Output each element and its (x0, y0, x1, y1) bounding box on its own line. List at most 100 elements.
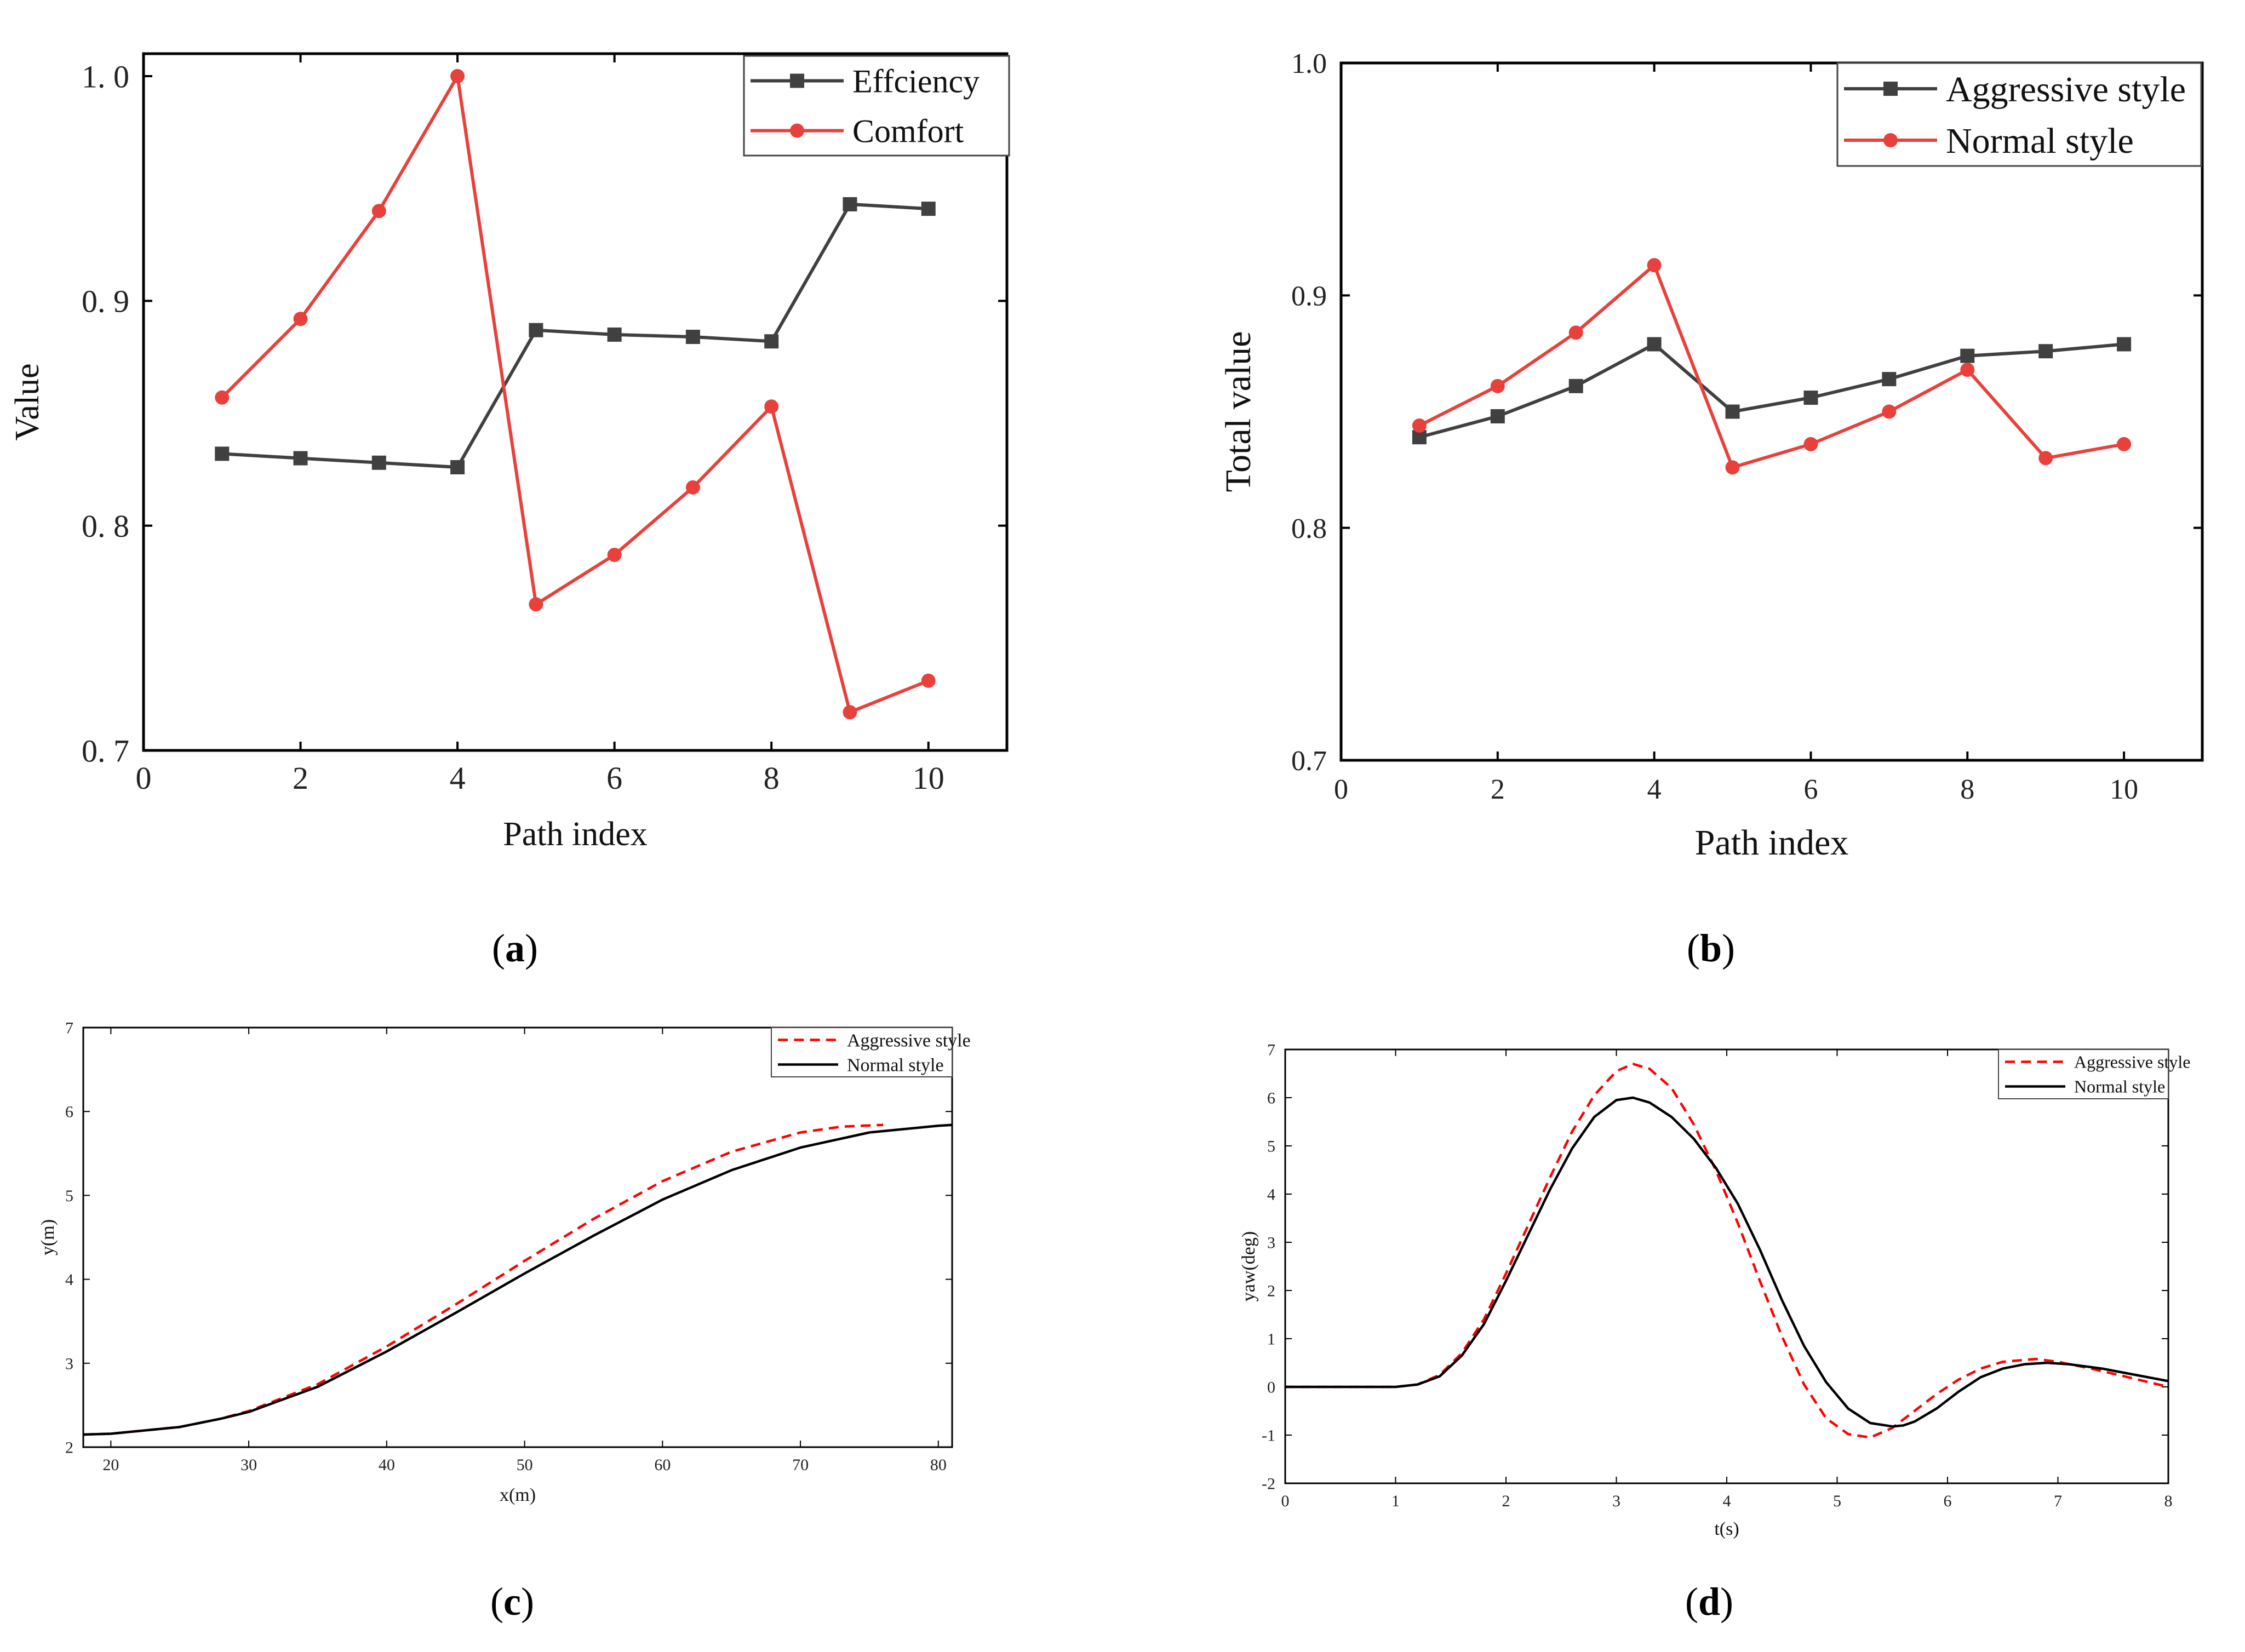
plot-frame (82, 1026, 953, 1448)
data-point-circle (921, 673, 936, 688)
y-tick-label: 0 (1267, 1379, 1275, 1397)
plot-frame (1339, 61, 2204, 762)
legend-label: Normal style (2074, 1077, 2165, 1097)
x-tick-label: 4 (450, 760, 466, 796)
legend-label: Aggressive style (847, 1030, 971, 1051)
data-point-circle (2038, 451, 2053, 466)
x-axis-label: Path index (503, 816, 647, 853)
x-tick-label: 8 (2164, 1492, 2173, 1510)
legend-box (743, 55, 1010, 157)
x-tick-label: 7 (2054, 1492, 2062, 1510)
data-point-circle (1412, 418, 1427, 433)
legend-box (771, 1027, 953, 1077)
plot-frame (142, 52, 1009, 752)
x-tick-label: 80 (930, 1456, 947, 1474)
x-tick-label: 1 (1391, 1492, 1400, 1510)
x-tick-label: 0 (1281, 1492, 1290, 1510)
x-tick-label: 2 (1502, 1492, 1510, 1510)
y-tick-label: 1 (1267, 1330, 1275, 1349)
data-point-square (607, 327, 622, 342)
x-tick-label: 60 (654, 1456, 671, 1474)
x-tick-label: 0 (136, 760, 152, 796)
data-point-square (1960, 348, 1975, 363)
y-tick-label: 5 (1267, 1138, 1275, 1156)
data-point-square (1647, 337, 1662, 352)
y-axis-label: Total value (1218, 331, 1258, 492)
y-tick-label: 0.9 (1291, 281, 1327, 312)
series-line-comfort (221, 74, 929, 714)
data-point-circle (2117, 437, 2132, 451)
series-line-aggressive-style (1285, 1063, 2169, 1439)
panel-c-chart: 20 30 40 50 60 70 80 2 3 4 5 6 7 x(m) y(m) Aggressive s… (38, 1019, 971, 1506)
data-point-circle (1882, 404, 1897, 419)
y-axis-label: y(m) (38, 1219, 58, 1255)
data-point-circle (607, 548, 622, 563)
legend-label: Aggressive style (2074, 1052, 2190, 1072)
y-tick-label: 0. 8 (82, 508, 129, 544)
x-axis-label: t(s) (1714, 1519, 1739, 1539)
y-tick-label: 2 (1267, 1282, 1275, 1300)
legend-box (1998, 1049, 2169, 1099)
y-tick-label: 1.0 (1291, 48, 1327, 79)
data-point-circle (293, 312, 308, 326)
legend-marker-circle (1883, 133, 1898, 147)
y-tick-label: 6 (65, 1103, 73, 1121)
x-tick-label: 0 (1334, 774, 1348, 805)
y-tick-label: 7 (1267, 1041, 1275, 1059)
y-tick-label: 2 (65, 1439, 73, 1457)
legend-marker-square (1883, 82, 1898, 96)
x-tick-label: 8 (764, 760, 780, 796)
data-point-circle (843, 705, 857, 720)
data-point-square (1725, 404, 1740, 419)
data-point-circle (371, 204, 386, 219)
y-tick-label: -2 (1262, 1475, 1275, 1493)
y-tick-label: 4 (1267, 1186, 1275, 1204)
data-point-circle (764, 399, 779, 414)
y-axis-label: Value (9, 363, 46, 440)
x-tick-label: 4 (1723, 1492, 1731, 1510)
data-point-square (2038, 344, 2053, 359)
data-point-circle (1647, 258, 1662, 273)
legend-label: Normal style (847, 1055, 944, 1075)
data-point-circle (1725, 460, 1740, 475)
data-point-circle (529, 597, 543, 612)
y-tick-label: -1 (1262, 1427, 1275, 1445)
x-tick-label: 6 (1944, 1492, 1952, 1510)
panel-caption-a: (a) (492, 926, 538, 970)
legend-label: Effciency (852, 64, 980, 100)
y-tick-label: 3 (65, 1355, 73, 1373)
y-tick-label: 0.8 (1291, 513, 1327, 544)
series-line-aggressive-style (83, 1123, 884, 1436)
series-line-aggressive-style (1419, 342, 2124, 439)
y-tick-label: 7 (65, 1019, 73, 1037)
legend-marker-circle (790, 123, 804, 138)
data-point-circle (1490, 378, 1505, 393)
x-axis-label: Path index (1695, 823, 1848, 863)
x-tick-label: 50 (517, 1456, 533, 1474)
y-tick-label: 6 (1267, 1089, 1275, 1108)
x-tick-label: 2 (1491, 774, 1505, 805)
y-tick-label: 3 (1267, 1234, 1275, 1252)
panel-caption-b: (b) (1687, 926, 1735, 970)
y-tick-label: 4 (65, 1271, 73, 1289)
legend-box (1836, 62, 2202, 167)
y-tick-label: 1. 0 (82, 59, 129, 94)
data-point-square (293, 451, 308, 466)
series-line-normal-style (1285, 1096, 2169, 1428)
data-point-circle (450, 69, 465, 84)
y-tick-label: 5 (65, 1187, 73, 1205)
data-point-square (2117, 337, 2132, 352)
y-tick-label: 0. 9 (82, 284, 129, 319)
data-point-square (843, 197, 857, 211)
panel-d-chart: 0 1 2 3 4 5 6 7 8 -2 -1 0 1 2 3 4 5 6 7 t(s) yaw(deg) Aggress… (1239, 1041, 2190, 1540)
x-tick-label: 4 (1647, 774, 1662, 805)
x-tick-label: 40 (379, 1456, 395, 1474)
data-point-circle (1803, 437, 1818, 451)
x-tick-label: 20 (102, 1456, 119, 1474)
x-tick-label: 70 (792, 1456, 809, 1474)
data-point-square (1803, 391, 1818, 405)
data-point-square (764, 334, 779, 349)
x-tick-label: 3 (1612, 1492, 1620, 1510)
data-point-square (921, 202, 936, 216)
